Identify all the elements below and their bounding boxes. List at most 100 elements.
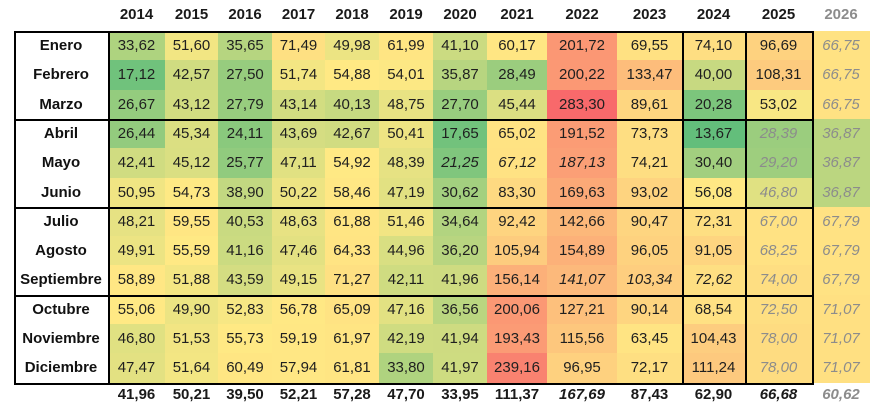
heatmap-cell: 35,87 <box>433 60 487 90</box>
heatmap-cell: 25,77 <box>218 148 272 178</box>
year-header: 2022 <box>565 6 599 23</box>
average-value: 47,70 <box>387 386 425 403</box>
heatmap-cell: 69,55 <box>617 31 682 60</box>
month-label: Diciembre <box>24 359 98 376</box>
quarter-separator <box>14 295 812 297</box>
heatmap-cell: 200,22 <box>547 60 617 90</box>
heatmap-cell: 45,44 <box>487 90 547 119</box>
heatmap-cell: 65,09 <box>325 295 379 324</box>
heatmap-cell: 66,75 <box>812 31 870 60</box>
heatmap-cell: 51,88 <box>165 265 218 295</box>
heatmap-cell: 27,79 <box>218 90 272 119</box>
heatmap-cell: 33,80 <box>379 353 433 383</box>
heatmap-cell: 191,52 <box>547 119 617 148</box>
heatmap-cell: 30,62 <box>433 178 487 207</box>
heatmap-cell: 83,30 <box>487 178 547 207</box>
heatmap-cell: 48,39 <box>379 148 433 178</box>
heatmap-cell: 74,10 <box>682 31 745 60</box>
month-label: Julio <box>43 213 79 230</box>
heatmap-cell: 26,44 <box>108 119 165 148</box>
year-header: 2025 <box>761 6 796 23</box>
heatmap-cell: 45,12 <box>165 148 218 178</box>
heatmap-cell: 72,17 <box>617 353 682 383</box>
heatmap-cell: 56,08 <box>682 178 745 207</box>
heatmap-cell: 127,21 <box>547 295 617 324</box>
heatmap-cell: 47,11 <box>272 148 325 178</box>
month-label: Agosto <box>35 242 87 259</box>
month-label: Octubre <box>32 301 90 318</box>
heatmap-cell: 61,88 <box>325 207 379 236</box>
heatmap-cell: 67,79 <box>812 236 870 265</box>
year-header: 2024 <box>696 6 731 23</box>
heatmap-cell: 41,10 <box>433 31 487 60</box>
month-label: Mayo <box>41 154 81 171</box>
heatmap-cell: 41,16 <box>218 236 272 265</box>
heatmap-cell: 51,53 <box>165 324 218 353</box>
heatmap-cell: 104,43 <box>682 324 745 353</box>
heatmap-cell: 72,62 <box>682 265 745 295</box>
heatmap-cell: 36,87 <box>812 178 870 207</box>
heatmap-cell: 67,00 <box>745 207 812 236</box>
heatmap-cell: 30,40 <box>682 148 745 178</box>
heatmap-cell: 89,61 <box>617 90 682 119</box>
heatmap-cell: 239,16 <box>487 353 547 383</box>
heatmap-cell: 74,21 <box>617 148 682 178</box>
heatmap-cell: 47,16 <box>379 295 433 324</box>
heatmap-cell: 71,49 <box>272 31 325 60</box>
heatmap-cell: 154,89 <box>547 236 617 265</box>
heatmap-cell: 66,75 <box>812 60 870 90</box>
heatmap-cell: 283,30 <box>547 90 617 119</box>
year-header: 2026 <box>824 6 858 23</box>
average-value: 33,95 <box>441 386 479 403</box>
heatmap-cell: 90,47 <box>617 207 682 236</box>
month-label: Enero <box>39 37 83 54</box>
heatmap-cell: 90,14 <box>617 295 682 324</box>
heatmap-cell: 46,80 <box>745 178 812 207</box>
heatmap-cell: 36,87 <box>812 119 870 148</box>
heatmap-cell: 40,00 <box>682 60 745 90</box>
heatmap-cell: 169,63 <box>547 178 617 207</box>
heatmap-cell: 36,20 <box>433 236 487 265</box>
column-border <box>745 31 747 385</box>
heatmap-cell: 48,21 <box>108 207 165 236</box>
year-header: 2017 <box>281 6 316 23</box>
heatmap-cell: 42,67 <box>325 119 379 148</box>
heatmap-cell: 42,11 <box>379 265 433 295</box>
heatmap-cell: 63,45 <box>617 324 682 353</box>
heatmap-cell: 20,28 <box>682 90 745 119</box>
year-header: 2016 <box>228 6 262 23</box>
heatmap-cell: 42,41 <box>108 148 165 178</box>
heatmap-cell: 96,05 <box>617 236 682 265</box>
heatmap-cell: 40,13 <box>325 90 379 119</box>
heatmap-cell: 33,62 <box>108 31 165 60</box>
heatmap-cell: 17,12 <box>108 60 165 90</box>
heatmap-cell: 42,19 <box>379 324 433 353</box>
heatmap-cell: 47,47 <box>108 353 165 383</box>
heatmap-cell: 67,12 <box>487 148 547 178</box>
heatmap-cell: 13,67 <box>682 119 745 148</box>
heatmap-cell: 92,42 <box>487 207 547 236</box>
heatmap-cell: 60,49 <box>218 353 272 383</box>
heatmap-cell: 27,50 <box>218 60 272 90</box>
average-value: 87,43 <box>630 386 669 403</box>
heatmap-cell: 43,14 <box>272 90 325 119</box>
heatmap-cell: 72,31 <box>682 207 745 236</box>
heatmap-cell: 27,70 <box>433 90 487 119</box>
heatmap-cell: 71,07 <box>812 324 870 353</box>
average-value: 66,68 <box>759 386 798 403</box>
year-header: 2018 <box>335 6 369 23</box>
heatmap-cell: 42,57 <box>165 60 218 90</box>
heatmap-cell: 58,46 <box>325 178 379 207</box>
heatmap-cell: 47,46 <box>272 236 325 265</box>
heatmap-cell: 66,75 <box>812 90 870 119</box>
heatmap-cell: 55,59 <box>165 236 218 265</box>
heatmap-cell: 38,90 <box>218 178 272 207</box>
average-value: 60,62 <box>822 386 860 403</box>
heatmap-cell: 74,00 <box>745 265 812 295</box>
heatmap-cell: 55,06 <box>108 295 165 324</box>
heatmap-cell: 49,15 <box>272 265 325 295</box>
heatmap-cell: 91,05 <box>682 236 745 265</box>
heatmap-cell: 115,56 <box>547 324 617 353</box>
heatmap-cell: 36,87 <box>812 148 870 178</box>
